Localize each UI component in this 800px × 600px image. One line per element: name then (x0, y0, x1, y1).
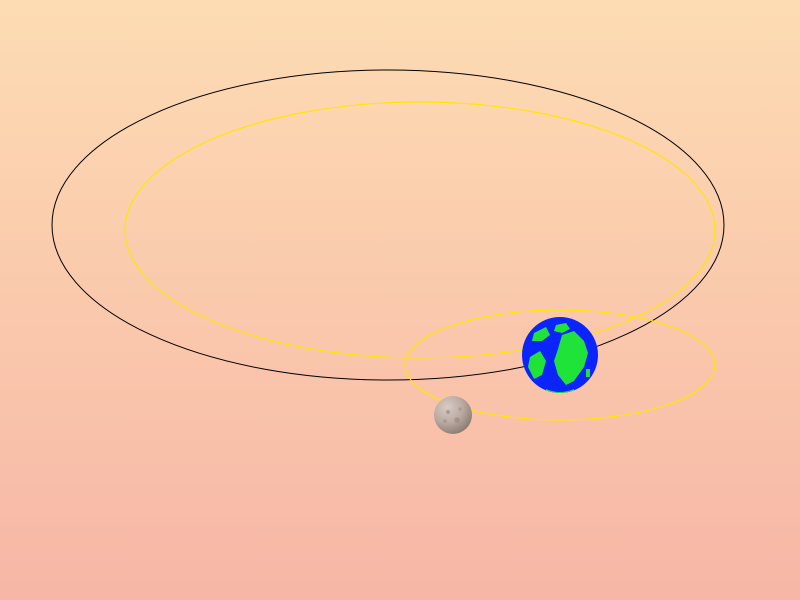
moon (434, 396, 472, 434)
diagram-svg (0, 0, 800, 600)
orbital-diagram (0, 0, 800, 600)
background (0, 0, 800, 600)
